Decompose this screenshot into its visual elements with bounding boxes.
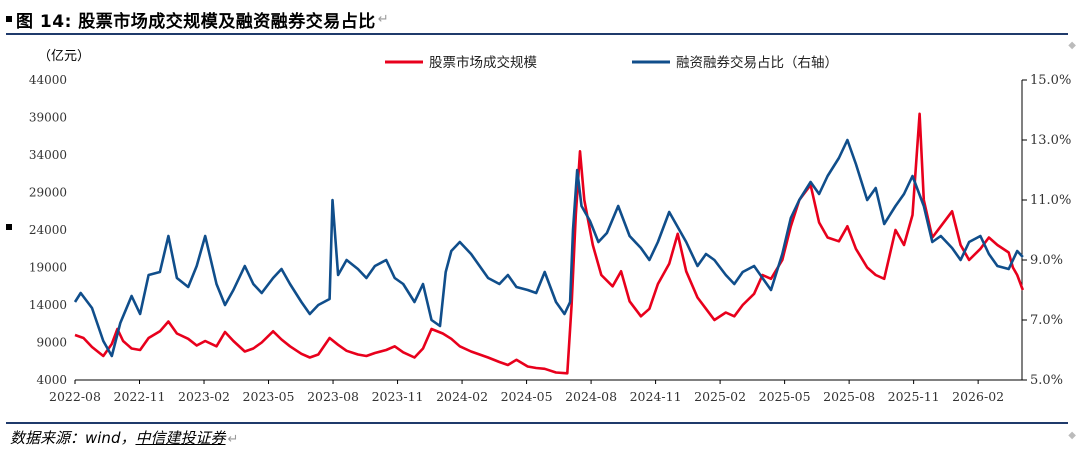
x-tick-label: 2023-05 xyxy=(243,389,295,404)
series-line-market-volume xyxy=(74,112,1025,375)
axes: 4000 9000 14000 19000 24000 29000 34000 39000 44… xyxy=(29,73,1072,404)
left-tick-label: 34000 xyxy=(29,148,67,162)
x-tick-label: 2024-08 xyxy=(565,389,617,404)
x-tick-label: 2022-08 xyxy=(49,389,101,404)
left-tick-label: 39000 xyxy=(29,111,67,125)
margin-mark-icon: ◆ xyxy=(1068,430,1076,441)
right-tick-label: 11.0% xyxy=(1030,193,1071,208)
series-group xyxy=(73,112,1025,375)
left-tick-label: 14000 xyxy=(29,298,67,312)
margin-mark-icon: ◆ xyxy=(1068,40,1076,51)
x-tick-label: 2025-08 xyxy=(823,389,875,404)
right-tick-label: 15.0% xyxy=(1030,73,1071,88)
right-tick-label: 13.0% xyxy=(1030,133,1071,148)
left-axis-unit: （亿元） xyxy=(38,49,90,64)
right-tick-label: 5.0% xyxy=(1030,373,1063,388)
x-tick-label: 2022-11 xyxy=(114,389,166,404)
x-tick-label: 2024-05 xyxy=(501,389,553,404)
left-tick-label: 44000 xyxy=(29,73,67,87)
source-note: 数据来源：wind，中信建投证券 ↵ xyxy=(10,427,238,448)
x-tick-label: 2024-11 xyxy=(630,389,682,404)
legend-label: 股票市场成交规模 xyxy=(429,54,537,71)
x-tick-label: 2023-11 xyxy=(372,389,424,404)
legend: 股票市场成交规模 融资融券交易占比（右轴） xyxy=(385,54,838,71)
left-tick-label: 19000 xyxy=(29,261,67,275)
x-tick-label: 2025-02 xyxy=(694,389,746,404)
left-tick-label: 29000 xyxy=(29,186,67,200)
x-tick-label: 2026-02 xyxy=(952,389,1004,404)
source-prefix: 数据来源：wind， xyxy=(10,429,136,447)
title-bullet xyxy=(6,16,12,22)
x-tick-label: 2023-02 xyxy=(178,389,230,404)
paragraph-mark-icon: ↵ xyxy=(377,11,389,27)
paragraph-mark-icon: ↵ xyxy=(227,432,239,447)
left-tick-label: 4000 xyxy=(36,373,67,387)
bottom-rule xyxy=(6,422,1068,424)
figure-title: 图 14: 股票市场成交规模及融资融券交易占比 xyxy=(16,11,376,32)
figure-title-bar: 图 14: 股票市场成交规模及融资融券交易占比 ↵ xyxy=(6,6,389,32)
left-tick-label: 9000 xyxy=(36,336,67,350)
legend-label: 融资融券交易占比（右轴） xyxy=(676,54,838,71)
right-tick-label: 9.0% xyxy=(1030,253,1063,268)
source-org-link[interactable]: 中信建投证券 xyxy=(135,429,226,447)
x-tick-label: 2024-02 xyxy=(436,389,488,404)
right-tick-label: 7.0% xyxy=(1030,313,1063,328)
top-rule xyxy=(6,33,1068,35)
x-tick-label: 2023-08 xyxy=(307,389,359,404)
x-tick-label: 2025-05 xyxy=(759,389,811,404)
side-bullet xyxy=(6,224,12,230)
series-line-margin-ratio xyxy=(73,138,1024,358)
left-tick-label: 24000 xyxy=(29,223,67,237)
x-tick-label: 2025-11 xyxy=(888,389,940,404)
